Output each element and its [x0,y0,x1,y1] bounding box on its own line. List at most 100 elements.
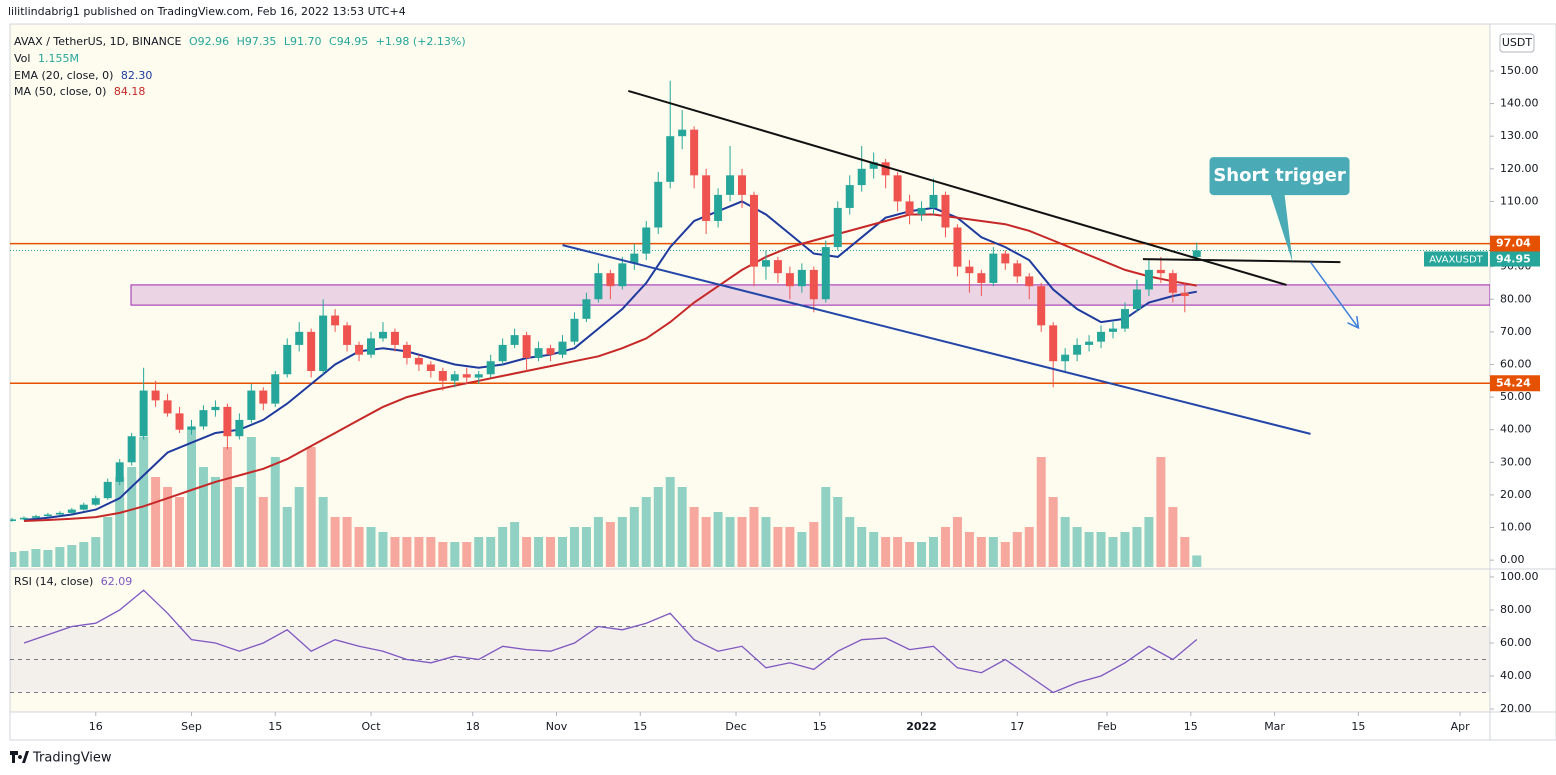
callout-tail [1270,194,1293,263]
rsi-y-tick-label: 80.00 [1500,603,1532,616]
candle-body [857,168,866,186]
frame [9,23,1556,741]
x-tick-label: Oct [362,720,382,733]
volume-bar [462,542,472,567]
candle-body [319,315,328,371]
volume-bar [737,517,747,567]
candle-body [929,194,938,208]
high: H97.35 [237,35,277,48]
last-price-name-box [1424,251,1488,267]
legend-ema: EMA (20, close, 0) 82.30 [14,69,152,82]
volume-value: 1.155M [38,52,79,65]
volume-bar [569,527,579,567]
candle-body [43,514,52,517]
candle-body [977,273,986,283]
candle-body [1109,328,1118,332]
volume-bar [354,527,364,567]
currency-label[interactable]: USDT [1502,36,1533,49]
candle-body [761,260,770,267]
volume-bar [318,497,328,567]
rsi-y-tick-label: 100.00 [1500,570,1539,583]
publish-line: lilitlindabrig1 published on TradingView… [8,5,406,18]
volume-bar [1132,527,1142,567]
change: +1.98 (+2.13%) [376,35,466,48]
candle-body [773,260,782,274]
volume-bar [605,522,615,567]
volume-bar [952,517,962,567]
currency-button[interactable] [1499,33,1535,53]
volume-bar [1144,517,1154,567]
x-tick-label: 15 [633,720,647,733]
candle-body [462,374,471,378]
candle-body [79,504,88,510]
candle-body [474,374,483,378]
candle-body [378,331,387,339]
candle-body [223,406,232,437]
candle-body [1156,269,1165,274]
volume-bar [929,537,938,567]
candle-body [295,331,304,345]
candle-body [271,374,280,404]
candle-body [702,175,711,221]
volume-bar [1000,542,1010,567]
volume-bar [689,507,699,567]
candle-body [582,299,591,319]
candle-body [869,162,878,169]
volume-bar [210,477,220,567]
candle-body [163,400,172,414]
volume-bar [534,537,544,567]
volume-bar [498,527,508,567]
candle-body [1120,309,1129,329]
volume-bar [414,537,424,567]
volume-bar [749,507,759,567]
volume-bar [426,537,436,567]
y-tick-label: 80.00 [1500,292,1532,305]
volume-bar [546,537,556,567]
candle-body [642,227,651,254]
callout-text: Short trigger [1213,165,1346,186]
x-tick-label: Dec [725,720,746,733]
volume-bar [893,537,903,567]
x-tick-label: 17 [1010,720,1024,733]
symbol: AVAX / TetherUS, 1D, BINANCE [14,35,182,48]
volume-bar [115,477,125,567]
arrow-head [1347,315,1360,330]
volume-bar [940,527,950,567]
x-tick-label: Apr [1451,720,1471,733]
volume-bar [905,542,915,567]
candle-body [546,348,555,355]
plot-background [10,24,1490,712]
volume-bar [127,467,137,567]
volume-bar [1108,537,1118,567]
volume-bar [821,487,831,567]
candle-body [450,374,459,381]
ma-value: 84.18 [114,85,146,98]
y-tick-label: 60.00 [1500,357,1532,370]
candle-body [438,370,447,381]
candle-body [235,419,244,437]
last-price-label: 94.95 [1496,252,1531,265]
plot [10,80,1490,694]
candle-body [749,194,758,267]
candle-body [283,344,292,375]
x-tick-label: 2022 [906,720,937,733]
candle-body [19,517,28,520]
volume-bar [1156,457,1166,567]
callout-box [1209,157,1350,196]
y-tick-label: 0.00 [1500,553,1525,566]
candle-body [678,129,687,137]
candle-body [654,181,663,228]
candle-body [905,201,914,215]
candle-body [1049,325,1058,362]
y-tick-label: 40.00 [1500,423,1532,436]
x-tick-label: 18 [466,720,480,733]
candle-body [570,318,579,342]
y-tick-label: 120.00 [1500,162,1539,175]
volume-bar [139,437,149,567]
ma-name: MA (50, close, 0) [14,85,106,98]
y-tick-label: 110.00 [1500,194,1539,207]
y-tick-label: 140.00 [1500,97,1539,110]
x-tick-label: 15 [268,720,282,733]
level-label-box [1490,235,1540,252]
